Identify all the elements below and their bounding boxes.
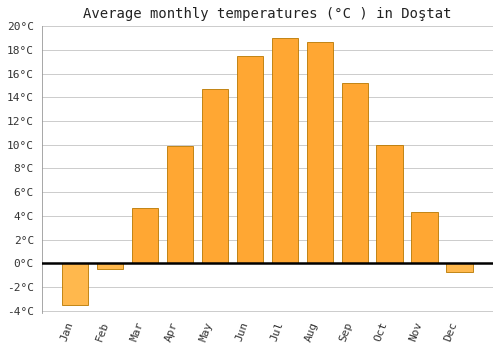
Bar (446, 263, 472, 272)
Bar (237, 56, 263, 263)
Bar (376, 145, 402, 263)
Bar (272, 38, 298, 263)
Bar (97, 263, 123, 269)
Bar (167, 146, 193, 263)
Bar (306, 42, 333, 263)
Bar (202, 89, 228, 263)
Bar (132, 208, 158, 263)
Bar (412, 212, 438, 263)
Bar (62, 263, 88, 305)
Title: Average monthly temperatures (°C ) in Doştat: Average monthly temperatures (°C ) in Do… (83, 7, 452, 21)
Bar (342, 83, 367, 263)
